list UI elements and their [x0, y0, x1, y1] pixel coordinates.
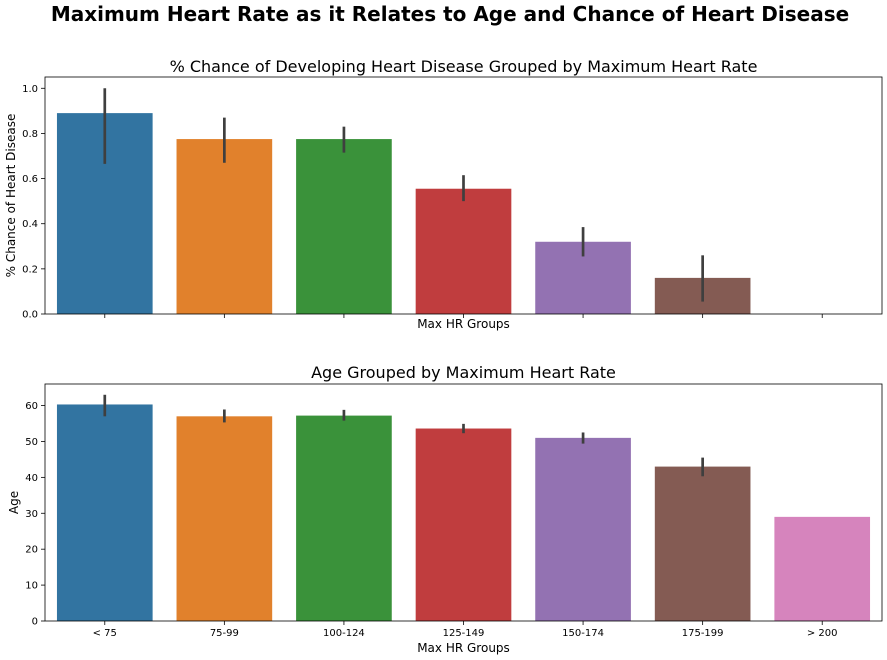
- chart-1-bar-4: [415, 188, 512, 314]
- chart-1-ytick-label-5: 0.8: [22, 129, 38, 140]
- chart-1-xlabel: Max HR Groups: [417, 317, 510, 331]
- figure-title: Maximum Heart Rate as it Relates to Age …: [50, 2, 850, 26]
- chart-2-xtick-label-7: > 200: [807, 628, 838, 639]
- chart-2-xtick-label-3: 100-124: [323, 628, 365, 639]
- chart-2-xtick-label-1: < 75: [93, 628, 117, 639]
- chart-1-bar-3: [296, 139, 392, 314]
- chart-2-xtick-label-4: 125-149: [443, 628, 485, 639]
- chart-2-bar-5: [535, 437, 631, 621]
- chart-2-ytick-label-2: 10: [25, 581, 38, 592]
- chart-2-ytick-label-4: 30: [25, 509, 38, 520]
- chart-2-bar-2: [176, 416, 273, 621]
- chart-2-xtick-label-6: 175-199: [682, 628, 724, 639]
- chart-2-ytick-label-6: 50: [25, 437, 38, 448]
- chart-2-title: Age Grouped by Maximum Heart Rate: [311, 363, 616, 382]
- chart-1-ytick-label-3: 0.4: [22, 219, 38, 230]
- chart-2-xtick-label-5: 150-174: [562, 628, 604, 639]
- chart-2-xtick-label-2: 75-99: [210, 628, 239, 639]
- chart-1-ytick-label-2: 0.2: [22, 264, 38, 275]
- chart-2-bar-4: [415, 428, 512, 621]
- chart-2-bar-3: [296, 415, 392, 621]
- chart-2-ytick-label-3: 20: [25, 545, 38, 556]
- chart-2-bar-7: [774, 516, 871, 621]
- chart-1-ytick-label-1: 0.0: [22, 310, 38, 321]
- chart-1-ytick-label-4: 0.6: [22, 174, 38, 185]
- chart-1-ylabel: % Chance of Heart Disease: [4, 114, 18, 278]
- chart-2-ytick-label-7: 60: [25, 401, 38, 412]
- chart-2-ytick-label-1: 0: [32, 617, 38, 628]
- chart-1-bar-2: [176, 139, 273, 314]
- chart-2-xlabel: Max HR Groups: [417, 641, 510, 655]
- chart-1-title: % Chance of Developing Heart Disease Gro…: [170, 57, 758, 76]
- chart-2-bar-1: [56, 404, 153, 621]
- chart-1-ytick-label-6: 1.0: [22, 84, 38, 95]
- chart-2-ytick-label-5: 40: [25, 473, 38, 484]
- chart-2-ylabel: Age: [7, 491, 21, 514]
- chart-2-bar-6: [654, 466, 751, 621]
